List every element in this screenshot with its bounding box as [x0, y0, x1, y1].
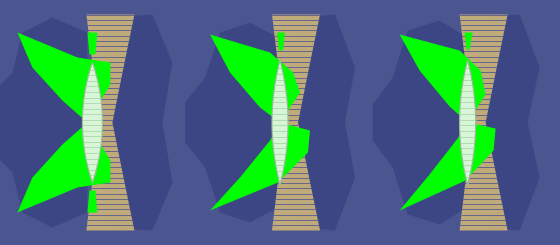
- Polygon shape: [17, 33, 110, 122]
- Polygon shape: [460, 61, 475, 184]
- Polygon shape: [272, 14, 320, 231]
- Polygon shape: [0, 17, 97, 228]
- Polygon shape: [86, 14, 134, 231]
- Polygon shape: [185, 23, 290, 222]
- Polygon shape: [465, 33, 473, 49]
- Polygon shape: [475, 14, 540, 231]
- Polygon shape: [277, 33, 285, 50]
- Polygon shape: [87, 191, 97, 212]
- Polygon shape: [272, 61, 288, 184]
- Polygon shape: [288, 14, 355, 231]
- Polygon shape: [210, 122, 310, 210]
- Polygon shape: [400, 35, 486, 122]
- Polygon shape: [17, 122, 110, 212]
- Polygon shape: [87, 33, 97, 54]
- Polygon shape: [210, 35, 300, 122]
- Polygon shape: [400, 122, 496, 210]
- Polygon shape: [102, 14, 172, 231]
- Polygon shape: [82, 62, 102, 183]
- Polygon shape: [372, 21, 478, 224]
- Polygon shape: [460, 14, 507, 231]
